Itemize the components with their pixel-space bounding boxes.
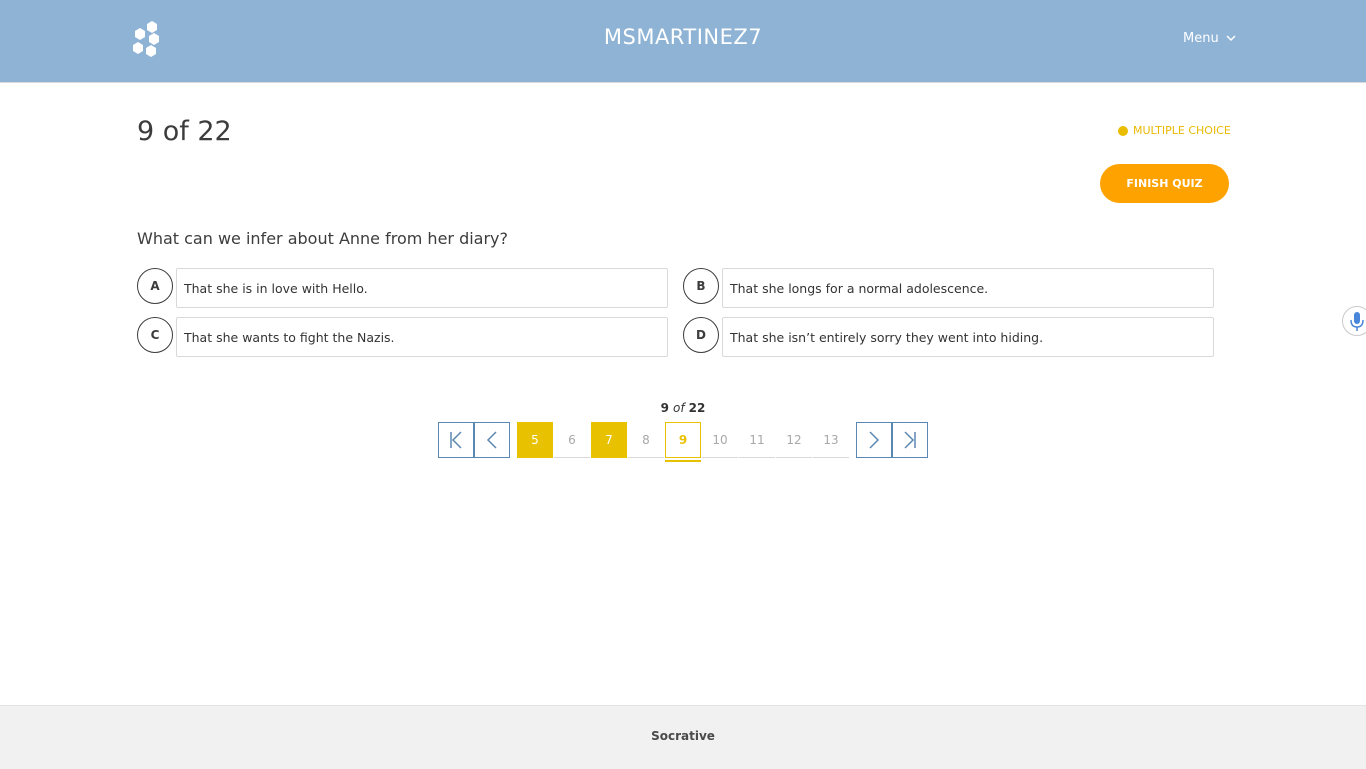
- page-11[interactable]: 11: [739, 422, 775, 458]
- page-8[interactable]: 8: [628, 422, 664, 458]
- microphone-icon: [1350, 312, 1364, 331]
- answer-letter-c[interactable]: C: [137, 317, 173, 353]
- menu-label: Menu: [1183, 31, 1219, 46]
- question-counter: 9 of 22: [137, 116, 232, 147]
- answer-text-b[interactable]: That she longs for a normal adolescence.: [722, 268, 1214, 308]
- chevron-left-icon: [486, 431, 497, 449]
- question-type-dot-icon: [1118, 125, 1128, 136]
- microphone-button[interactable]: [1342, 306, 1366, 336]
- previous-page-button[interactable]: [474, 422, 510, 458]
- room-name: MSMARTINEZ7: [603, 25, 763, 49]
- page-12[interactable]: 12: [776, 422, 812, 458]
- chevron-down-icon: [1226, 35, 1236, 42]
- pagination-of: of: [673, 401, 685, 415]
- answer-letter-d[interactable]: D: [683, 317, 719, 353]
- last-page-button[interactable]: [892, 422, 928, 458]
- answer-text-d[interactable]: That she isn’t entirely sorry they went …: [722, 317, 1214, 357]
- skip-to-last-icon: [904, 431, 916, 449]
- chevron-right-icon: [869, 431, 880, 449]
- page-9-current[interactable]: 9: [665, 422, 701, 458]
- page-5[interactable]: 5: [517, 422, 553, 458]
- skip-to-first-icon: [450, 431, 462, 449]
- socrative-logo-icon[interactable]: [131, 21, 161, 57]
- footer-brand: Socrative: [651, 729, 715, 743]
- question-text: What can we infer about Anne from her di…: [137, 229, 509, 248]
- question-type-badge: MULTIPLE CHOICE: [1118, 124, 1231, 137]
- next-page-button[interactable]: [856, 422, 892, 458]
- page-10[interactable]: 10: [702, 422, 738, 458]
- answer-text-a[interactable]: That she is in love with Hello.: [176, 268, 668, 308]
- page-6[interactable]: 6: [554, 422, 590, 458]
- pagination-label: 9 of 22: [0, 401, 1366, 415]
- answer-letter-b[interactable]: B: [683, 268, 719, 304]
- top-header: MSMARTINEZ7 Menu: [0, 0, 1366, 83]
- answer-letter-a[interactable]: A: [137, 268, 173, 304]
- current-page-indicator: [665, 460, 701, 462]
- footer: Socrative: [0, 705, 1366, 769]
- first-page-button[interactable]: [438, 422, 474, 458]
- question-type-label: MULTIPLE CHOICE: [1133, 124, 1231, 137]
- finish-quiz-button[interactable]: FINISH QUIZ: [1100, 164, 1229, 203]
- page-13[interactable]: 13: [813, 422, 849, 458]
- pagination-total: 22: [688, 401, 706, 415]
- menu-button[interactable]: Menu: [1183, 31, 1236, 46]
- pagination-current: 9: [660, 401, 670, 415]
- answer-text-c[interactable]: That she wants to fight the Nazis.: [176, 317, 668, 357]
- page-7[interactable]: 7: [591, 422, 627, 458]
